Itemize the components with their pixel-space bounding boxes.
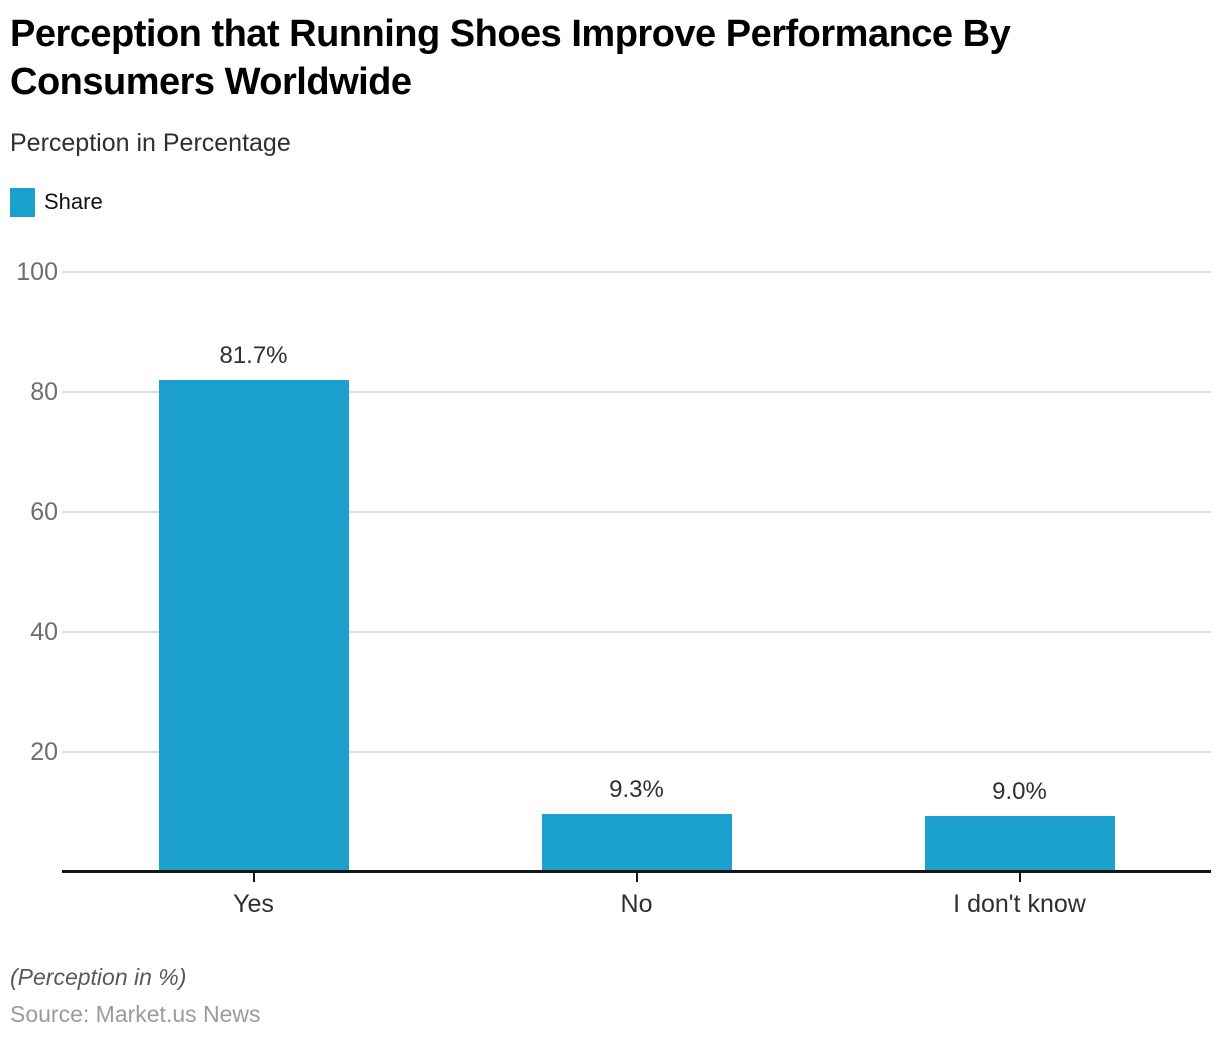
category-label-i-don-t-know: I don't know [953, 890, 1086, 918]
category-label-no: No [620, 890, 653, 918]
value-label-no: 9.3% [609, 776, 664, 803]
x-tick-i-don-t-know [1018, 873, 1021, 882]
y-tick-label-20: 20 [30, 738, 58, 766]
x-axis-line [62, 870, 1211, 873]
legend-label: Share [44, 189, 103, 214]
value-label-yes: 81.7% [219, 342, 288, 369]
x-tick-no [635, 873, 638, 882]
chart-title: Perception that Running Shoes Improve Pe… [10, 10, 1180, 106]
gridline-40 [62, 631, 1211, 633]
gridline-100 [62, 271, 1211, 273]
x-tick-yes [252, 873, 255, 882]
bar-yes [158, 380, 349, 870]
gridline-80 [62, 391, 1211, 393]
category-label-yes: Yes [233, 890, 274, 918]
source-text: Source: Market.us News [10, 1001, 261, 1027]
gridline-20 [62, 751, 1211, 753]
gridline-60 [62, 511, 1211, 513]
legend: Share [10, 187, 103, 217]
chart-title-line-1: Perception that Running Shoes Improve Pe… [10, 13, 1011, 55]
bar-no [541, 814, 732, 870]
chart-title-line-2: Consumers Worldwide [10, 61, 412, 103]
value-label-i-don-t-know: 9.0% [992, 778, 1047, 805]
footnote: (Perception in %) [10, 964, 187, 990]
bar-i-don-t-know [924, 816, 1115, 870]
y-tick-label-80: 80 [30, 378, 58, 406]
y-tick-label-40: 40 [30, 618, 58, 646]
y-tick-label-60: 60 [30, 498, 58, 526]
legend-swatch-icon [10, 187, 35, 217]
chart-subtitle: Perception in Percentage [10, 129, 291, 157]
y-tick-label-100: 100 [16, 258, 58, 286]
